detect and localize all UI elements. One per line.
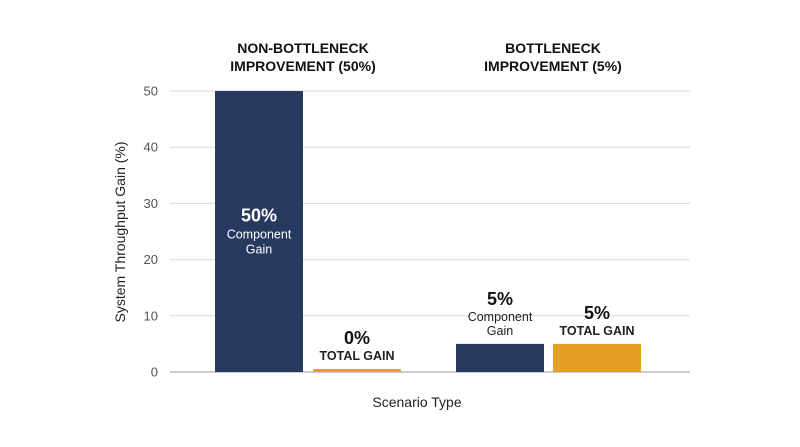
y-tick-label: 30 [144, 196, 158, 211]
group-title-line: NON-BOTTLENECK [237, 40, 368, 56]
y-tick-labels: 0 10 20 30 40 50 [144, 84, 158, 380]
data-label-text: Gain [246, 243, 272, 257]
group-title-line: BOTTLENECK [505, 40, 601, 56]
group-titles: NON-BOTTLENECK IMPROVEMENT (50%) BOTTLENEC… [230, 40, 622, 74]
x-axis-title: Scenario Type [372, 394, 461, 410]
data-label-value: 0% [344, 328, 370, 348]
y-tick-label: 0 [151, 365, 158, 380]
component-gain-bar [215, 91, 303, 372]
y-axis-title: System Throughput Gain (%) [112, 141, 128, 322]
data-label-text: Component [227, 228, 292, 242]
y-tick-label: 50 [144, 84, 158, 99]
component-gain-bar [456, 343, 544, 372]
data-label-value: 5% [487, 289, 513, 309]
data-label-text: TOTAL GAIN [560, 324, 635, 338]
group-title-line: IMPROVEMENT (5%) [484, 58, 622, 74]
data-label-text: TOTAL GAIN [320, 349, 395, 363]
data-label-value: 5% [584, 303, 610, 323]
total-gain-bar [313, 369, 401, 372]
y-tick-label: 10 [144, 308, 158, 323]
data-label-text: Gain [487, 324, 513, 338]
bars [215, 91, 641, 372]
data-label-value: 50% [241, 206, 277, 226]
y-tick-label: 40 [144, 140, 158, 155]
group-title-line: IMPROVEMENT (50%) [230, 58, 375, 74]
total-gain-bar [553, 343, 641, 372]
y-tick-label: 20 [144, 252, 158, 267]
data-label-text: Component [468, 310, 533, 324]
